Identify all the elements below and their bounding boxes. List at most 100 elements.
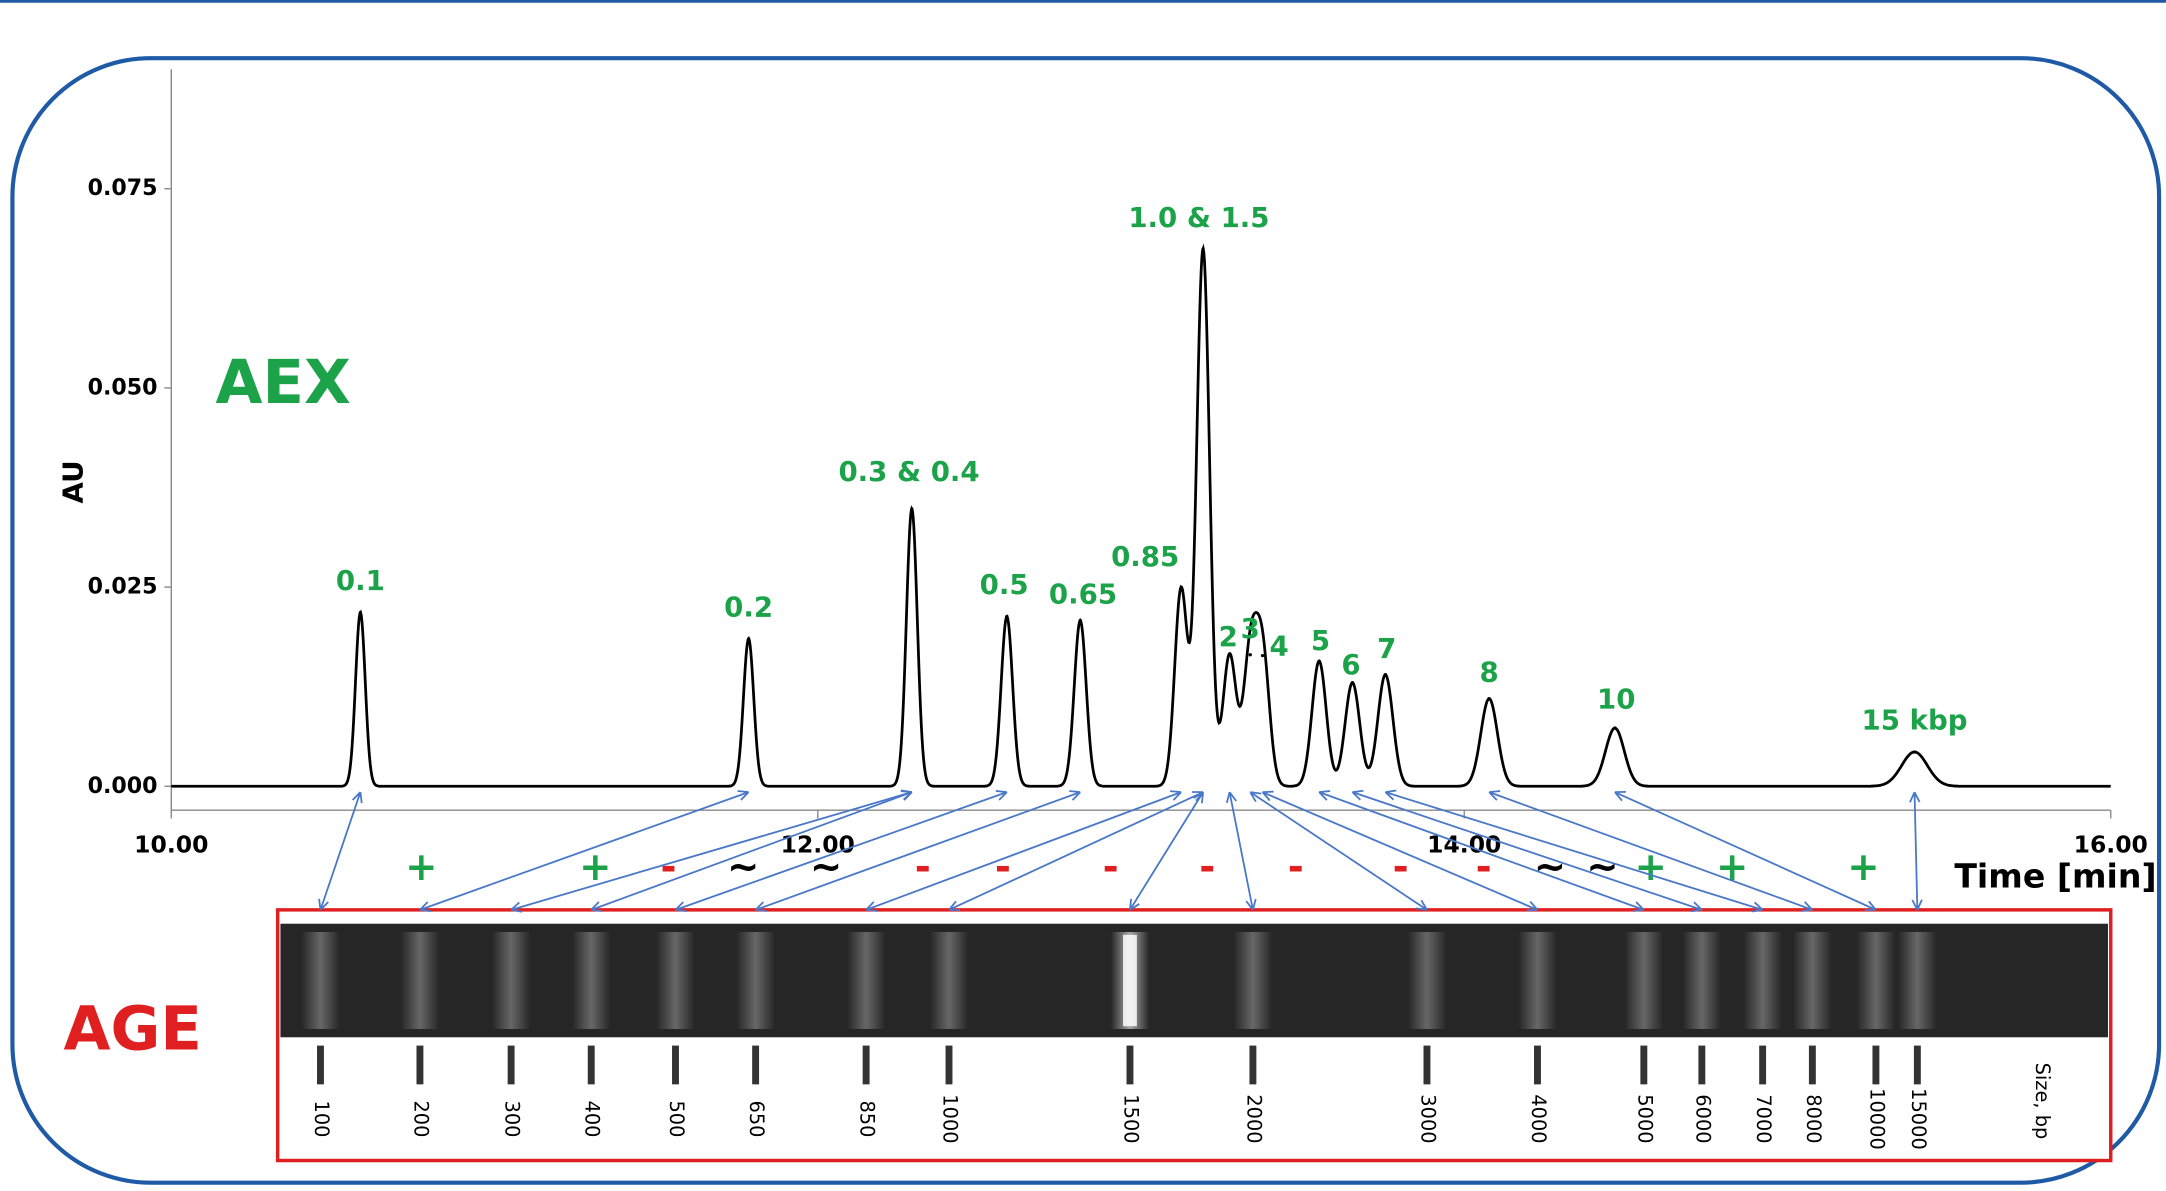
peak-label: 1.0 & 1.5 <box>1128 201 1269 234</box>
gel-band <box>656 932 695 1029</box>
sign: ~ <box>1586 845 1618 890</box>
sign: + <box>405 845 437 890</box>
gel-band <box>1898 932 1937 1029</box>
peak-label: 6 <box>1341 648 1360 681</box>
gel-band <box>1683 932 1722 1029</box>
gel-band <box>301 932 340 1029</box>
gel-size-label: Size, bp <box>2031 1063 2054 1140</box>
peak-label: 3 <box>1241 612 1260 645</box>
connector-arrow <box>866 791 1181 911</box>
x-tick-label: 10.00 <box>134 831 208 859</box>
connector-arrow <box>420 791 749 911</box>
figure: AU Time [min] AEX AGE Size, bp 0.000 0.02… <box>0 0 2166 1191</box>
gel-band <box>1518 932 1557 1029</box>
x-tick-label: 16.00 <box>2074 831 2148 859</box>
peak-label: 0.1 <box>336 564 385 597</box>
lane-marker <box>317 1046 324 1085</box>
sign: + <box>1847 845 1879 890</box>
y-axis-label: AU <box>57 460 90 503</box>
sign: - <box>1288 845 1304 890</box>
peak-label: 8 <box>1480 656 1499 689</box>
page: {"chart_data": { "type": "chromatogram",… <box>0 0 2166 1191</box>
peak-apex <box>1228 653 1231 656</box>
y-tick-label: 0.050 <box>88 374 158 400</box>
lane-marker <box>863 1046 870 1085</box>
lane-size-label: 8000 <box>1802 1094 1825 1143</box>
y-tick-label: 0.025 <box>88 574 158 600</box>
gel-band <box>930 932 969 1029</box>
lane-size-label: 10000 <box>1865 1088 1888 1150</box>
gel-band <box>1857 932 1896 1029</box>
lane-size-label: 6000 <box>1691 1094 1714 1143</box>
lane-size-label: 1500 <box>1119 1094 1142 1143</box>
lane-size-label: 100 <box>310 1100 333 1137</box>
lane-size-label: 500 <box>665 1100 688 1137</box>
peak-apex <box>1201 248 1204 251</box>
gel-band <box>401 932 440 1029</box>
lane-marker <box>508 1046 515 1085</box>
peak-apex <box>1487 697 1490 700</box>
peak-label: 10 <box>1597 682 1635 715</box>
gel-band <box>492 932 531 1029</box>
lane-size-label: 200 <box>409 1100 432 1137</box>
peak-label: 2 <box>1219 620 1238 653</box>
peak-apex <box>1005 615 1008 618</box>
lane-size-label: 3000 <box>1416 1094 1439 1143</box>
gel-band-core <box>1123 935 1137 1026</box>
lane-size-label: 300 <box>501 1100 524 1137</box>
x-axis-label: Time [min] <box>1954 856 2156 895</box>
lane-marker <box>1914 1046 1921 1085</box>
sign: ~ <box>727 845 759 890</box>
aex-label: AEX <box>215 348 350 418</box>
lane-size-label: 850 <box>856 1100 879 1137</box>
peak-apex <box>1179 587 1182 590</box>
y-tick-label: 0.000 <box>88 773 158 799</box>
lane-size-label: 1000 <box>939 1094 962 1143</box>
gel-band <box>847 932 886 1029</box>
peak-apex <box>1261 654 1264 657</box>
lane-marker <box>946 1046 953 1085</box>
peak-label: 7 <box>1377 632 1396 665</box>
lane-size-label: 15000 <box>1907 1088 1930 1150</box>
lane-size-label: 7000 <box>1752 1094 1775 1143</box>
peak-label: 0.5 <box>980 568 1029 601</box>
gel-band <box>1234 932 1273 1029</box>
gel-band <box>736 932 775 1029</box>
lane-size-label: 650 <box>745 1100 768 1137</box>
sign: - <box>1103 845 1119 890</box>
peak-label: 0.65 <box>1049 578 1117 611</box>
peak-label: 15 kbp <box>1862 704 1968 737</box>
peak-label: 5 <box>1311 624 1330 657</box>
gel-image <box>280 924 2108 1038</box>
gel-band <box>1743 932 1782 1029</box>
peak-label: 0.85 <box>1111 540 1179 573</box>
lane-size-label: 4000 <box>1527 1094 1550 1143</box>
peak-label: 4 <box>1270 629 1289 662</box>
peak-label: 0.3 & 0.4 <box>838 455 979 488</box>
peak-apex <box>1384 673 1387 676</box>
sign: - <box>995 845 1011 890</box>
lane-marker <box>1759 1046 1766 1085</box>
lane-size-label: 2000 <box>1242 1094 1265 1143</box>
peak-apex <box>1079 619 1082 622</box>
sign: - <box>1199 845 1215 890</box>
peak-apex <box>359 611 362 614</box>
lane-marker <box>1698 1046 1705 1085</box>
peak-apex <box>747 637 750 640</box>
peak-apex <box>910 507 913 510</box>
peak-apex <box>1613 726 1616 729</box>
gel-band <box>1625 932 1664 1029</box>
peak-apex <box>1317 660 1320 663</box>
chromatogram-trace <box>171 249 2110 786</box>
connector-arrow <box>591 791 912 911</box>
lane-marker <box>1424 1046 1431 1085</box>
lane-marker <box>1809 1046 1816 1085</box>
peak-apex <box>1913 750 1916 753</box>
lane-marker <box>672 1046 679 1085</box>
sign: + <box>1716 845 1748 890</box>
peak-apex <box>1249 653 1252 656</box>
gel-band <box>572 932 611 1029</box>
lane-marker <box>1640 1046 1647 1085</box>
age-label: AGE <box>64 995 202 1065</box>
lane-marker <box>1249 1046 1256 1085</box>
